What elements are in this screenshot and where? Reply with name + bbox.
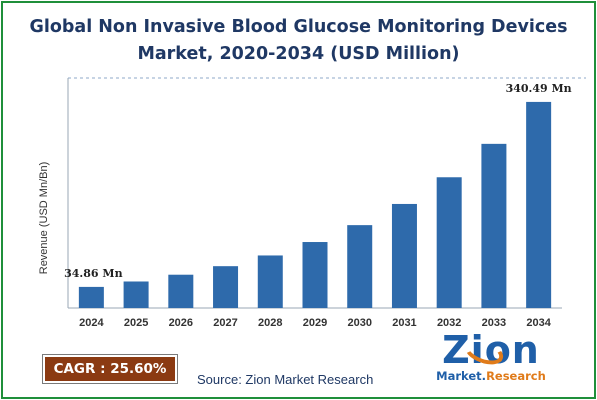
chart-title-line-2: Market, 2020-2034 (USD Million) — [137, 44, 460, 64]
x-tick-label-2032: 2032 — [437, 317, 461, 329]
bar-2024 — [78, 286, 104, 308]
logo-sub-market: Market. — [436, 369, 487, 383]
bar-2030 — [347, 225, 373, 308]
bar-2031 — [391, 203, 417, 308]
bar-2028 — [257, 255, 283, 308]
x-tick-label-2031: 2031 — [392, 317, 416, 329]
chart-title: Global Non Invasive Blood Glucose Monito… — [0, 14, 597, 68]
x-tick-label-2027: 2027 — [213, 317, 237, 329]
bar-2027 — [213, 266, 239, 308]
zion-logo: Zion Market.Research — [430, 328, 552, 386]
bar-2025 — [123, 281, 149, 308]
bar-2033 — [481, 143, 507, 308]
source-text: Source: Zion Market Research — [197, 372, 374, 387]
x-tick-label-2034: 2034 — [526, 317, 551, 329]
bar-2034 — [526, 101, 552, 309]
logo-word: Zion — [442, 328, 540, 372]
logo-sub-research: Research — [486, 369, 546, 383]
x-tick-label-2024: 2024 — [79, 317, 104, 329]
y-axis-label: Revenue (USD Mn/Bn) — [38, 162, 50, 275]
cagr-text: CAGR : 25.60% — [45, 357, 175, 381]
bar-2029 — [302, 242, 328, 308]
chart-title-line-1: Global Non Invasive Blood Glucose Monito… — [29, 17, 568, 37]
cagr-label: CAGR : — [53, 361, 111, 377]
cagr-value: 25.60% — [110, 361, 167, 377]
data-label-2024: 34.86 Mn — [64, 267, 122, 280]
x-tick-label-2028: 2028 — [258, 317, 282, 329]
bar-2032 — [436, 177, 462, 308]
x-tick-label-2030: 2030 — [347, 317, 371, 329]
x-tick-label-2029: 2029 — [303, 317, 327, 329]
x-tick-label-2033: 2033 — [482, 317, 506, 329]
logo-subtitle: Market.Research — [430, 369, 552, 383]
bar-2026 — [168, 274, 194, 308]
x-tick-label-2025: 2025 — [124, 317, 148, 329]
cagr-badge: CAGR : 25.60% — [42, 354, 178, 384]
data-label-2034: 340.49 Mn — [506, 82, 572, 95]
x-tick-label-2026: 2026 — [169, 317, 193, 329]
